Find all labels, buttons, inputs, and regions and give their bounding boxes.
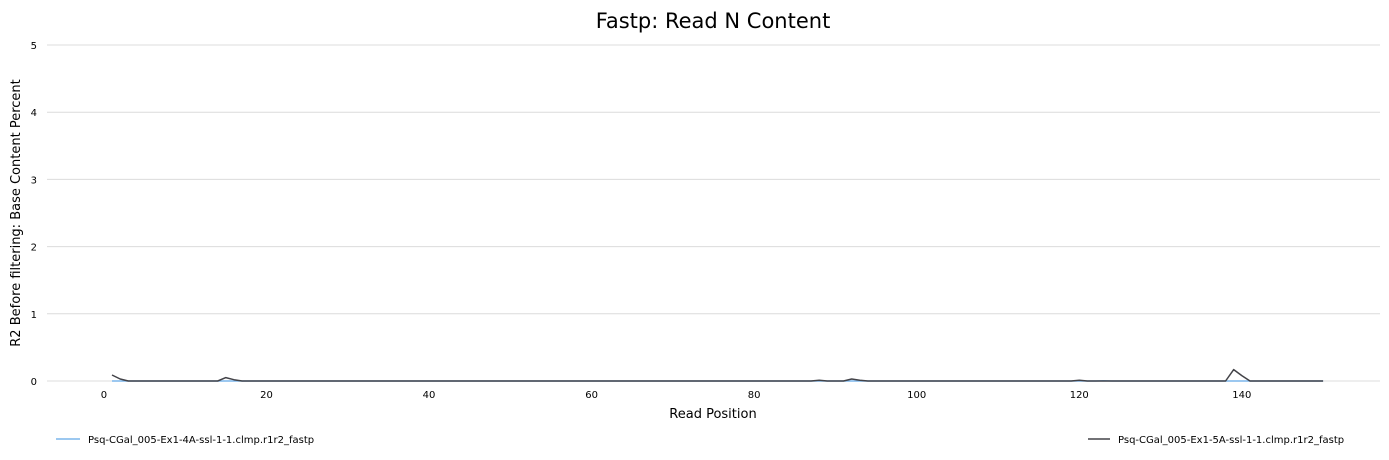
x-tick-label: 20 [260, 390, 273, 401]
y-tick-label: 3 [31, 175, 37, 186]
y-axis-label: R2 Before filtering: Base Content Percen… [9, 79, 24, 346]
y-tick-label: 2 [31, 243, 37, 254]
y-tick-label: 5 [31, 41, 37, 52]
y-axis-ticks: 0 1 2 3 4 5 [31, 41, 37, 388]
legend[interactable]: Psq-CGal_005-Ex1-4A-ssl-1-1.clmp.r1r2_fa… [56, 435, 1344, 446]
legend-item-1[interactable]: Psq-CGal_005-Ex1-4A-ssl-1-1.clmp.r1r2_fa… [56, 435, 314, 446]
y-tick-label: 1 [31, 310, 37, 321]
legend-label: Psq-CGal_005-Ex1-4A-ssl-1-1.clmp.r1r2_fa… [88, 435, 314, 446]
legend-item-2[interactable]: Psq-CGal_005-Ex1-5A-ssl-1-1.clmp.r1r2_fa… [1088, 435, 1344, 446]
x-tick-label: 0 [101, 390, 107, 401]
x-tick-label: 100 [907, 390, 926, 401]
legend-label: Psq-CGal_005-Ex1-5A-ssl-1-1.clmp.r1r2_fa… [1118, 435, 1344, 446]
x-tick-label: 80 [748, 390, 761, 401]
x-tick-label: 40 [423, 390, 436, 401]
series-lines [111, 368, 1324, 382]
series-line-2[interactable] [111, 368, 1324, 382]
y-tick-label: 4 [31, 108, 37, 119]
y-tick-label: 0 [31, 377, 37, 388]
x-axis-ticks: 0 20 40 60 80 100 120 140 [101, 390, 1252, 401]
chart-title: Fastp: Read N Content [596, 9, 831, 33]
x-axis-label: Read Position [669, 407, 756, 422]
x-tick-label: 140 [1232, 390, 1251, 401]
gridlines [47, 44, 1380, 382]
x-tick-label: 120 [1070, 390, 1089, 401]
x-tick-label: 60 [585, 390, 598, 401]
